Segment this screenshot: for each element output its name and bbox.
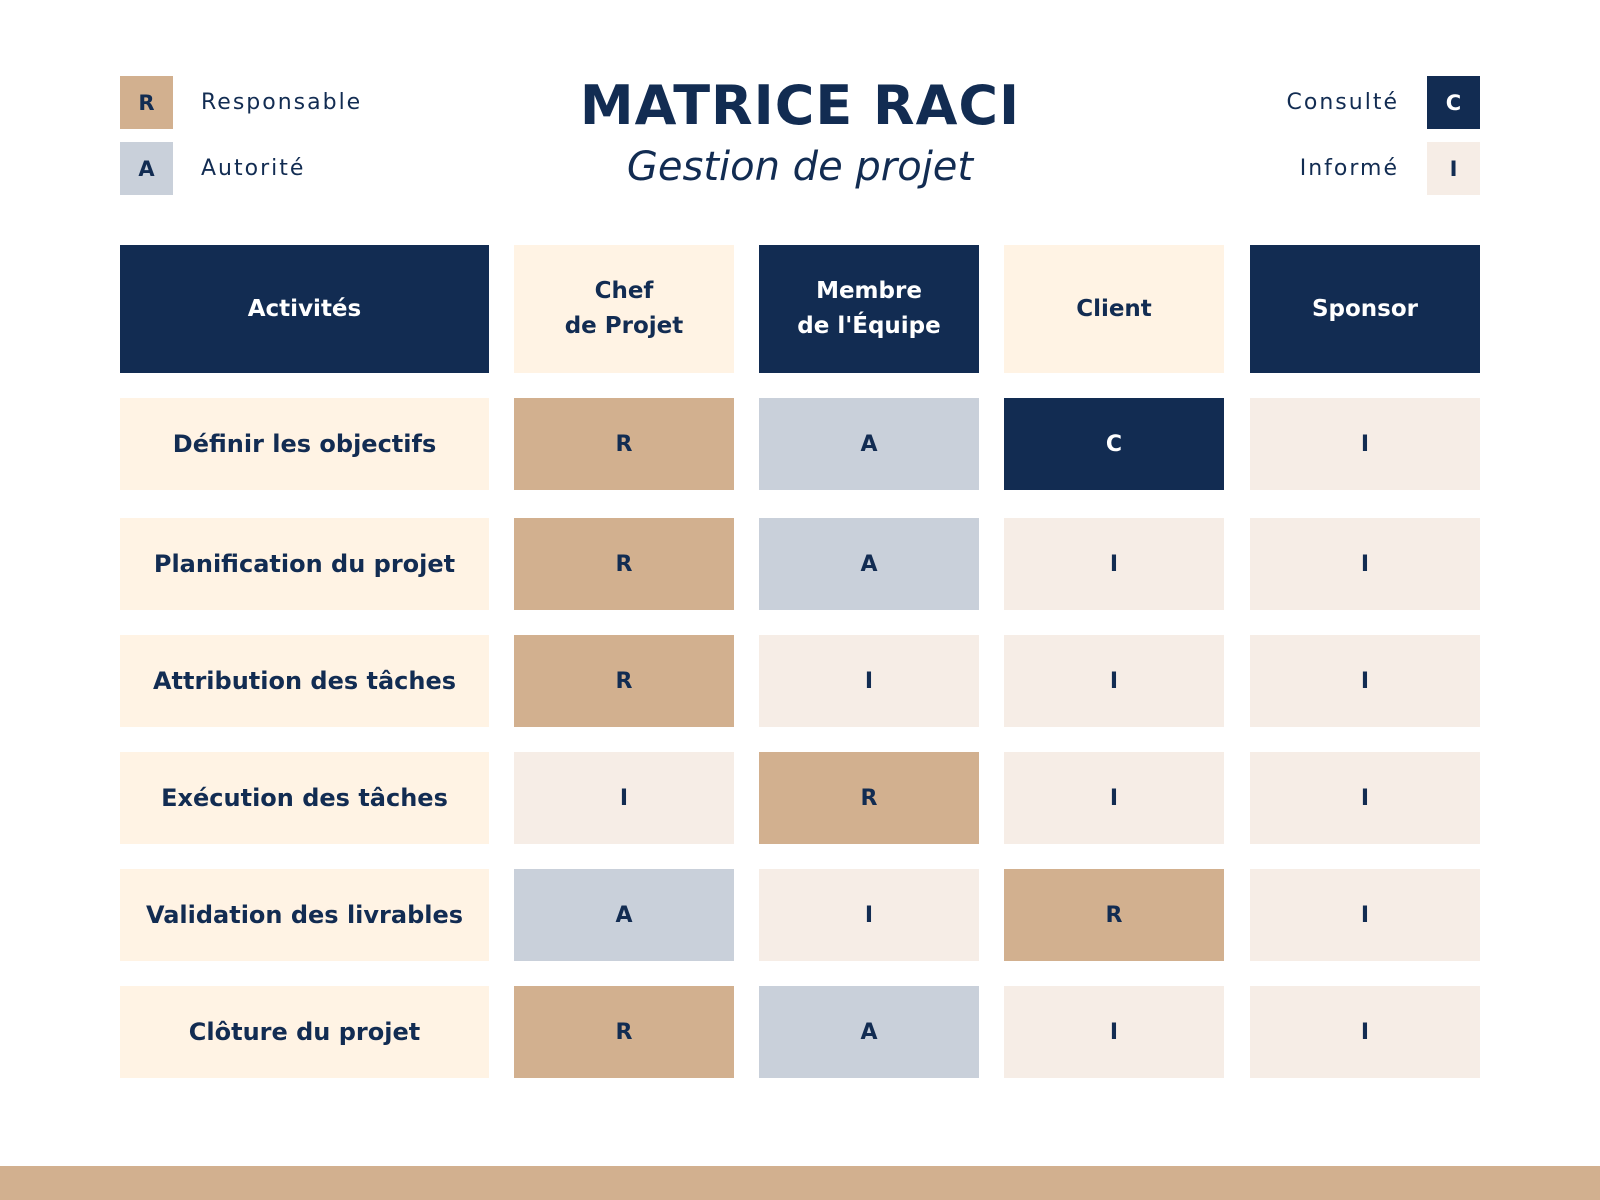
header-activites: Activités <box>120 245 489 373</box>
legend-autorite-label: Autorité <box>201 156 306 181</box>
header-membre-equipe: Membre de l'Équipe <box>759 245 979 373</box>
legend-responsable: R Responsable <box>120 76 362 129</box>
raci-cell: I <box>1004 518 1224 610</box>
raci-cell: I <box>1004 752 1224 844</box>
raci-cell: I <box>514 752 734 844</box>
raci-cell: I <box>759 869 979 961</box>
raci-cell: I <box>1004 986 1224 1078</box>
page-subtitle: Gestion de projet <box>626 144 974 190</box>
legend-consulte-box: C <box>1427 76 1480 129</box>
legend-consulte-label: Consulté <box>1286 90 1399 115</box>
footer-bar <box>0 1166 1600 1200</box>
raci-cell: R <box>514 635 734 727</box>
legend-informe: Informé I <box>1300 142 1480 195</box>
raci-cell: I <box>1250 398 1480 490</box>
raci-cell: I <box>1004 635 1224 727</box>
activity-label: Validation des livrables <box>120 869 489 961</box>
activity-label: Exécution des tâches <box>120 752 489 844</box>
raci-cell: R <box>514 518 734 610</box>
raci-cell: I <box>1250 869 1480 961</box>
raci-cell: I <box>1250 752 1480 844</box>
activity-label: Planification du projet <box>120 518 489 610</box>
raci-cell: R <box>514 986 734 1078</box>
legend-consulte: Consulté C <box>1287 76 1480 129</box>
header-chef-de-projet: Chef de Projet <box>514 245 734 373</box>
raci-cell: R <box>1004 869 1224 961</box>
legend-informe-box: I <box>1427 142 1480 195</box>
raci-cell: I <box>759 635 979 727</box>
raci-cell: A <box>759 986 979 1078</box>
page-title: MATRICE RACI <box>579 74 1021 137</box>
legend-responsable-label: Responsable <box>201 90 363 115</box>
raci-cell: R <box>759 752 979 844</box>
raci-cell: I <box>1250 635 1480 727</box>
activity-label: Définir les objectifs <box>120 398 489 490</box>
legend-autorite-box: A <box>120 142 173 195</box>
raci-cell: I <box>1250 986 1480 1078</box>
legend-autorite: A Autorité <box>120 142 305 195</box>
activity-label: Clôture du projet <box>120 986 489 1078</box>
title-block: MATRICE RACI Gestion de projet <box>560 72 1040 192</box>
header-client: Client <box>1004 245 1224 373</box>
legend-responsable-box: R <box>120 76 173 129</box>
raci-cell: A <box>759 398 979 490</box>
raci-cell: R <box>514 398 734 490</box>
raci-cell: I <box>1250 518 1480 610</box>
raci-cell: A <box>514 869 734 961</box>
header-sponsor: Sponsor <box>1250 245 1480 373</box>
raci-cell: A <box>759 518 979 610</box>
activity-label: Attribution des tâches <box>120 635 489 727</box>
raci-cell: C <box>1004 398 1224 490</box>
legend-informe-label: Informé <box>1299 156 1399 181</box>
